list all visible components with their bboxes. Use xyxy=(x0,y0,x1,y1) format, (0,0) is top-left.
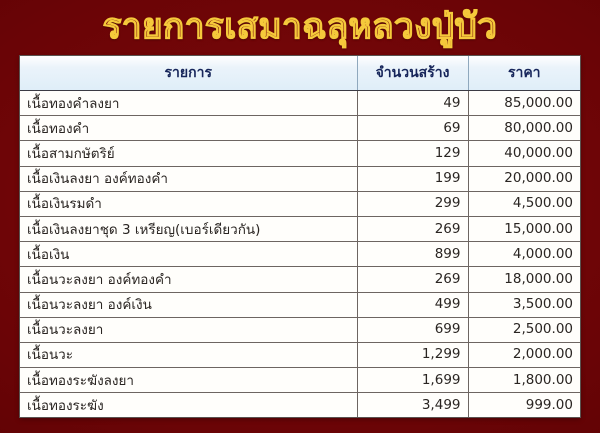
cell-quantity: 899 xyxy=(357,241,469,268)
table-row: เนื้อเงินรมดำ 299 4,500.00 xyxy=(20,191,580,217)
cell-quantity: 69 xyxy=(357,115,469,142)
column-header-quantity: จำนวนสร้าง xyxy=(357,56,469,91)
cell-quantity: 129 xyxy=(357,140,469,167)
price-table: รายการ จำนวนสร้าง ราคา เนื้อทองคำลงยา 49 8… xyxy=(20,56,580,418)
cell-quantity: 499 xyxy=(357,292,469,318)
cell-item-name: เนื้อนวะลงยา xyxy=(20,317,358,343)
cell-quantity: 699 xyxy=(357,317,469,343)
cell-quantity: 199 xyxy=(357,166,469,192)
cell-price: 4,000.00 xyxy=(468,241,580,268)
cell-item-name: เนื้อนวะลงยา องค์ทองคำ xyxy=(20,266,358,293)
cell-item-name: เนื้อสามกษัตริย์ xyxy=(20,140,358,167)
table-header-row: รายการ จำนวนสร้าง ราคา xyxy=(20,56,580,91)
cell-price: 18,000.00 xyxy=(468,266,580,293)
table-row: เนื้อทองคำ 69 80,000.00 xyxy=(20,115,580,142)
cell-item-name: เนื้อทองคำ xyxy=(20,115,358,142)
cell-item-name: เนื้อนวะลงยา องค์เงิน xyxy=(20,292,358,318)
table-header: รายการ จำนวนสร้าง ราคา xyxy=(20,56,580,91)
table-row: เนื้อนวะลงยา 699 2,500.00 xyxy=(20,317,580,343)
cell-price: 2,500.00 xyxy=(468,317,580,343)
cell-price: 20,000.00 xyxy=(468,166,580,192)
cell-quantity: 49 xyxy=(357,90,469,117)
cell-price: 4,500.00 xyxy=(468,191,580,217)
table-row: เนื้อเงิน 899 4,000.00 xyxy=(20,241,580,268)
page-title: รายการเสมาฉลุหลวงปู่บัว xyxy=(102,6,498,47)
cell-price: 15,000.00 xyxy=(468,216,580,243)
cell-quantity: 3,499 xyxy=(357,392,469,418)
cell-quantity: 1,299 xyxy=(357,342,469,369)
table-row: เนื้อนวะ 1,299 2,000.00 xyxy=(20,342,580,369)
cell-price: 1,800.00 xyxy=(468,367,580,394)
cell-item-name: เนื้อนวะ xyxy=(20,342,358,369)
cell-price: 3,500.00 xyxy=(468,292,580,318)
column-header-item: รายการ xyxy=(20,56,358,91)
table-row: เนื้อนวะลงยา องค์ทองคำ 269 18,000.00 xyxy=(20,266,580,293)
cell-price: 85,000.00 xyxy=(468,90,580,117)
cell-price: 999.00 xyxy=(468,392,580,418)
table-row: เนื้อเงินลงยา องค์ทองคำ 199 20,000.00 xyxy=(20,166,580,192)
cell-item-name: เนื้อทองระฆัง xyxy=(20,392,358,418)
cell-item-name: เนื้อเงิน xyxy=(20,241,358,268)
table-row: เนื้อนวะลงยา องค์เงิน 499 3,500.00 xyxy=(20,292,580,318)
cell-quantity: 269 xyxy=(357,216,469,243)
table-row: เนื้อทองระฆัง 3,499 999.00 xyxy=(20,392,580,418)
cell-quantity: 1,699 xyxy=(357,367,469,394)
cell-quantity: 269 xyxy=(357,266,469,293)
table-row: เนื้อทองระฆังลงยา 1,699 1,800.00 xyxy=(20,367,580,394)
table-row: เนื้อทองคำลงยา 49 85,000.00 xyxy=(20,90,580,117)
column-header-price: ราคา xyxy=(468,56,580,91)
cell-item-name: เนื้อเงินลงยา องค์ทองคำ xyxy=(20,166,358,192)
cell-item-name: เนื้อเงินลงยาชุด 3 เหรียญ(เบอร์เดียวกัน) xyxy=(20,216,358,243)
cell-quantity: 299 xyxy=(357,191,469,217)
cell-item-name: เนื้อทองคำลงยา xyxy=(20,90,358,117)
table-row: เนื้อสามกษัตริย์ 129 40,000.00 xyxy=(20,140,580,167)
title-bar: รายการเสมาฉลุหลวงปู่บัว xyxy=(0,2,600,52)
cell-price: 2,000.00 xyxy=(468,342,580,369)
cell-item-name: เนื้อเงินรมดำ xyxy=(20,191,358,217)
cell-price: 80,000.00 xyxy=(468,115,580,142)
table-row: เนื้อเงินลงยาชุด 3 เหรียญ(เบอร์เดียวกัน)… xyxy=(20,216,580,243)
cell-item-name: เนื้อทองระฆังลงยา xyxy=(20,367,358,394)
table-body: เนื้อทองคำลงยา 49 85,000.00 เนื้อทองคำ 69 80,… xyxy=(20,90,580,418)
cell-price: 40,000.00 xyxy=(468,140,580,167)
